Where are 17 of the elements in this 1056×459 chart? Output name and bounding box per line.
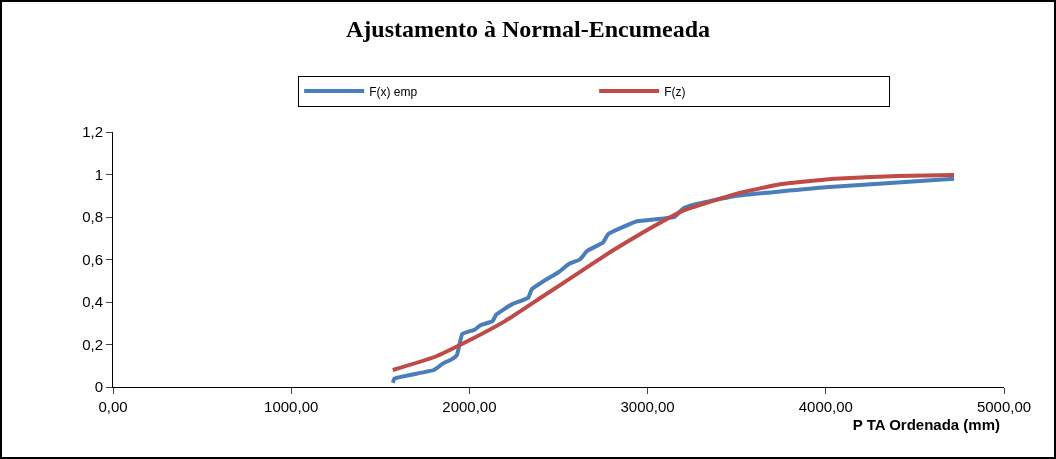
chart-title: Ajustamento à Normal-Encumeada xyxy=(346,16,710,42)
x-tick-label: 3000,00 xyxy=(620,398,675,415)
x-tick-label: 2000,00 xyxy=(442,398,497,415)
x-tick-label: 1000,00 xyxy=(264,398,319,415)
y-tick-label: 0 xyxy=(94,378,103,396)
x-tick-label: 4000,00 xyxy=(798,398,853,415)
y-tick-label: 1 xyxy=(94,165,103,183)
y-tick-label: 0,4 xyxy=(82,293,103,311)
x-tick-label: 5000,00 xyxy=(976,398,1032,415)
legend-label: F(z) xyxy=(664,84,686,99)
x-axis-title: P TA Ordenada (mm) xyxy=(852,416,1000,433)
y-tick-label: 0,6 xyxy=(82,250,103,268)
y-tick-label: 0,8 xyxy=(82,208,103,226)
x-tick-label: 0,00 xyxy=(98,398,128,415)
y-tick-label: 1,2 xyxy=(82,123,103,141)
legend-label: F(x) emp xyxy=(369,84,418,99)
y-tick-label: 0,2 xyxy=(82,335,103,353)
